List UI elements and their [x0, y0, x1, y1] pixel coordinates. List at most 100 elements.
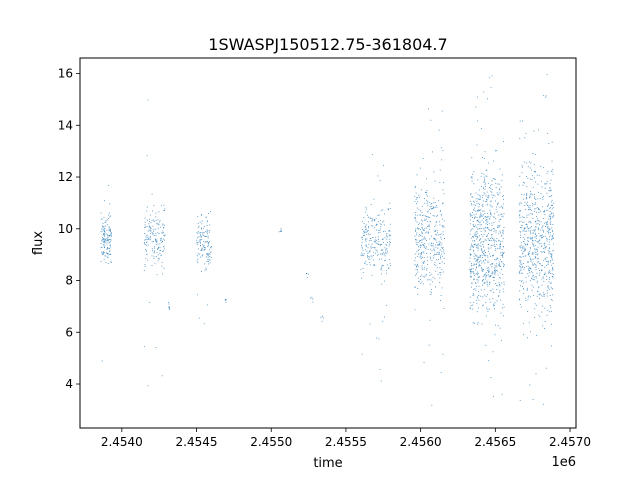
data-point	[146, 206, 148, 208]
data-point	[163, 245, 165, 247]
data-point	[518, 184, 520, 186]
data-point	[469, 253, 471, 255]
data-point	[364, 262, 366, 264]
data-point	[424, 266, 426, 268]
data-point	[486, 221, 488, 223]
data-point	[414, 309, 416, 311]
data-point	[472, 268, 474, 269]
data-point	[373, 247, 375, 249]
data-point	[153, 219, 154, 221]
data-point	[421, 226, 423, 228]
data-point	[535, 269, 537, 271]
data-point	[532, 272, 534, 274]
data-point	[537, 261, 539, 263]
data-point	[523, 194, 525, 196]
data-point	[531, 271, 533, 273]
data-point	[481, 267, 482, 269]
data-point	[493, 222, 495, 223]
data-point	[159, 226, 161, 228]
data-point	[543, 243, 545, 245]
data-point	[482, 200, 484, 202]
data-point	[376, 229, 378, 231]
data-point	[521, 216, 523, 218]
data-point	[484, 249, 485, 251]
data-point	[473, 240, 475, 242]
data-point	[527, 240, 529, 242]
data-point	[493, 308, 495, 310]
data-point	[494, 245, 496, 247]
data-point	[499, 265, 501, 267]
data-point	[549, 251, 551, 253]
data-point	[501, 282, 503, 284]
data-point	[538, 129, 539, 131]
data-point	[422, 268, 423, 270]
data-point	[543, 294, 545, 296]
data-point	[437, 232, 438, 234]
data-point	[107, 247, 108, 249]
data-point	[552, 268, 554, 270]
data-point	[543, 218, 545, 219]
data-point	[475, 282, 476, 284]
data-point	[161, 261, 163, 263]
data-point	[481, 250, 483, 252]
data-point	[388, 267, 390, 269]
data-point	[374, 220, 376, 222]
data-point	[109, 238, 111, 240]
data-point	[415, 211, 417, 213]
data-point	[526, 223, 528, 225]
data-point	[106, 239, 108, 241]
data-point	[109, 247, 111, 249]
data-point	[549, 219, 551, 221]
data-point	[415, 269, 417, 271]
data-point	[474, 207, 476, 209]
data-point	[520, 220, 522, 222]
data-point	[426, 252, 427, 254]
data-point	[534, 210, 535, 212]
data-point	[552, 212, 554, 214]
data-point	[441, 246, 443, 248]
data-point	[470, 270, 472, 272]
data-point	[470, 216, 472, 218]
data-point	[476, 232, 478, 234]
data-point	[365, 240, 367, 242]
data-point	[547, 224, 549, 225]
data-point	[431, 288, 433, 290]
data-point	[377, 232, 379, 234]
data-point	[495, 182, 497, 184]
data-point	[496, 243, 498, 245]
data-point	[492, 197, 494, 199]
data-point	[416, 174, 418, 176]
data-point	[154, 263, 156, 265]
data-point	[489, 218, 491, 220]
data-point	[483, 210, 485, 212]
data-point	[372, 247, 374, 248]
data-point	[520, 267, 522, 269]
data-point	[485, 226, 487, 228]
data-point	[548, 232, 549, 234]
data-point	[498, 226, 500, 228]
data-point	[367, 216, 369, 218]
data-point	[167, 302, 169, 303]
data-point	[495, 187, 497, 189]
data-point	[538, 220, 540, 222]
data-point	[552, 173, 554, 175]
data-point	[149, 227, 151, 229]
data-point	[435, 286, 436, 288]
data-point	[144, 239, 146, 241]
data-point	[204, 263, 206, 265]
data-point	[203, 232, 205, 234]
data-point	[477, 297, 479, 299]
data-point	[473, 264, 475, 266]
data-point	[542, 237, 544, 238]
data-point	[476, 267, 477, 269]
data-point	[482, 215, 483, 217]
data-point	[487, 260, 489, 262]
data-point	[477, 259, 479, 261]
data-point	[110, 260, 112, 262]
data-point	[102, 244, 104, 246]
data-point	[544, 188, 546, 189]
data-point	[489, 264, 491, 266]
data-point	[541, 311, 543, 313]
data-point	[491, 180, 493, 182]
data-point	[388, 245, 390, 247]
